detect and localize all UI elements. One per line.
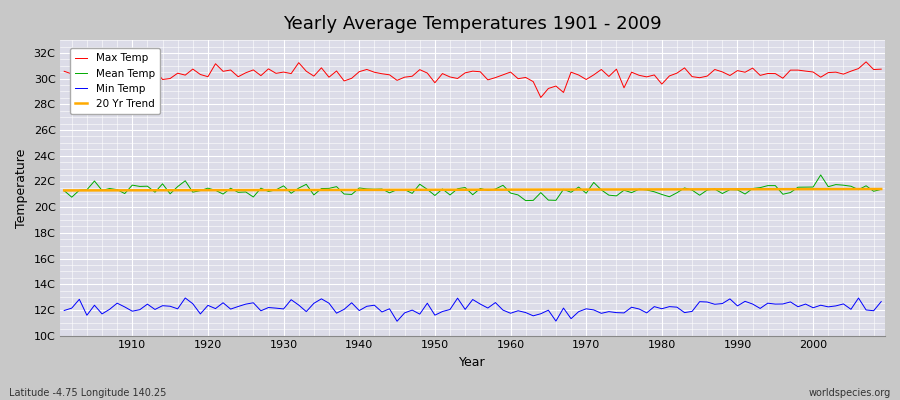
20 Yr Trend xyxy=(505,187,516,192)
20 Yr Trend xyxy=(498,187,508,192)
20 Yr Trend xyxy=(331,188,342,192)
20 Yr Trend xyxy=(876,187,886,192)
Min Temp xyxy=(338,307,349,312)
Mean Temp xyxy=(58,188,69,193)
Y-axis label: Temperature: Temperature xyxy=(15,148,28,228)
Mean Temp xyxy=(604,193,615,198)
Max Temp xyxy=(536,95,546,100)
X-axis label: Year: Year xyxy=(459,356,486,369)
Min Temp xyxy=(876,299,886,304)
Min Temp xyxy=(520,310,531,315)
Min Temp xyxy=(392,319,402,324)
20 Yr Trend xyxy=(285,188,296,192)
Line: Max Temp: Max Temp xyxy=(64,62,881,98)
Max Temp xyxy=(505,70,516,74)
Text: worldspecies.org: worldspecies.org xyxy=(809,388,891,398)
Max Temp xyxy=(331,68,342,73)
Min Temp xyxy=(513,308,524,313)
Max Temp xyxy=(498,72,508,77)
Min Temp xyxy=(293,303,304,308)
20 Yr Trend xyxy=(596,187,607,192)
Line: Mean Temp: Mean Temp xyxy=(64,175,881,201)
Max Temp xyxy=(860,60,871,64)
Line: 20 Yr Trend: 20 Yr Trend xyxy=(64,189,881,190)
Legend: Max Temp, Mean Temp, Min Temp, 20 Yr Trend: Max Temp, Mean Temp, Min Temp, 20 Yr Tre… xyxy=(69,48,160,114)
Mean Temp xyxy=(505,191,516,196)
Title: Yearly Average Temperatures 1901 - 2009: Yearly Average Temperatures 1901 - 2009 xyxy=(284,15,662,33)
Max Temp xyxy=(876,67,886,72)
Max Temp xyxy=(285,71,296,76)
Min Temp xyxy=(58,308,69,313)
Mean Temp xyxy=(815,172,826,177)
Mean Temp xyxy=(331,184,342,189)
Max Temp xyxy=(120,72,130,76)
Max Temp xyxy=(604,74,615,79)
Mean Temp xyxy=(120,191,130,196)
Min Temp xyxy=(180,296,191,300)
Mean Temp xyxy=(285,191,296,196)
Line: Min Temp: Min Temp xyxy=(64,298,881,321)
Max Temp xyxy=(58,69,69,74)
Text: Latitude -4.75 Longitude 140.25: Latitude -4.75 Longitude 140.25 xyxy=(9,388,166,398)
Min Temp xyxy=(611,310,622,315)
Min Temp xyxy=(120,304,130,309)
20 Yr Trend xyxy=(58,188,69,193)
Mean Temp xyxy=(876,187,886,192)
Mean Temp xyxy=(520,198,531,203)
20 Yr Trend xyxy=(120,188,130,193)
Mean Temp xyxy=(498,183,508,188)
